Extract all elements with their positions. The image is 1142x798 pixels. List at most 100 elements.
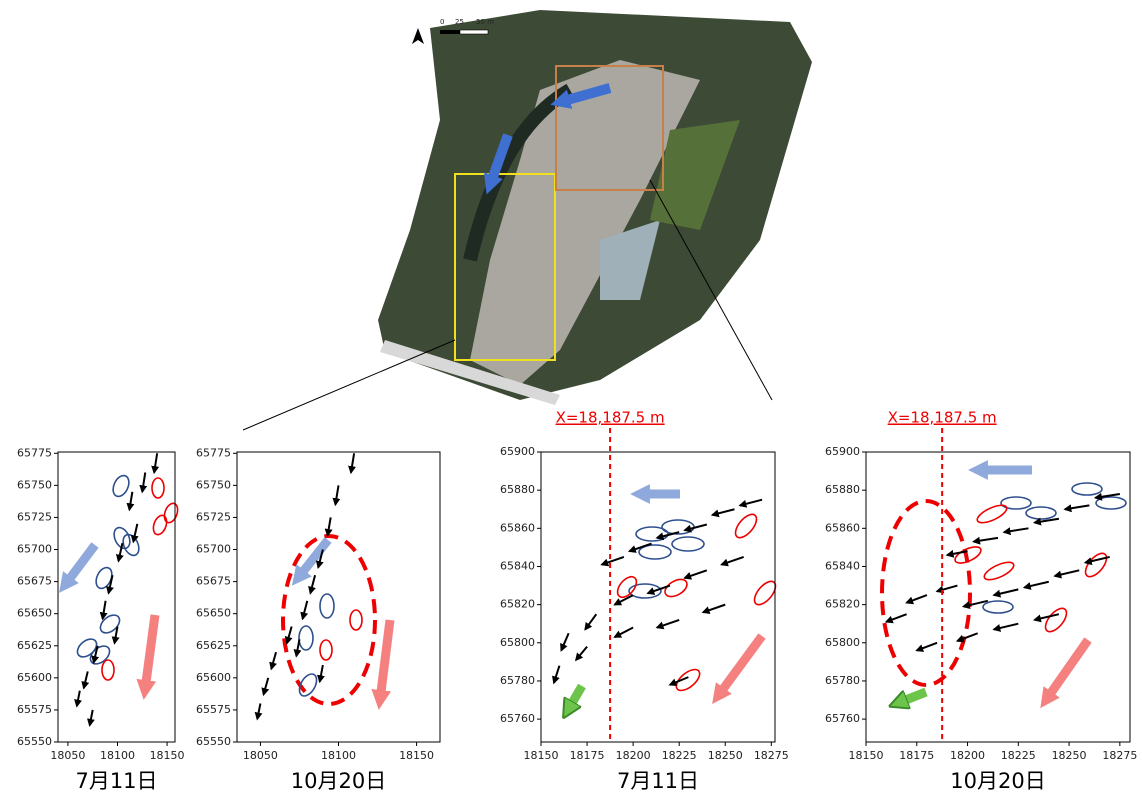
- y-tick-label: 65860: [825, 521, 860, 534]
- y-tick-label: 65780: [825, 674, 860, 687]
- x-tick-label: 18200: [950, 749, 985, 762]
- y-tick-label: 65775: [196, 446, 231, 459]
- velocity-vector: [576, 647, 587, 660]
- y-tick-label: 65880: [825, 483, 860, 496]
- velocity-vector: [84, 671, 88, 688]
- velocity-vector: [77, 691, 80, 706]
- y-tick-label: 65575: [196, 703, 231, 716]
- velocity-vector: [994, 589, 1018, 595]
- velocity-vector: [351, 453, 354, 472]
- velocity-vector: [142, 473, 145, 492]
- y-tick-label: 65800: [500, 636, 535, 649]
- panel-caption: 10月20日: [291, 769, 386, 793]
- y-tick-label: 65900: [500, 445, 535, 458]
- scale-label: 0: [440, 18, 444, 26]
- velocity-vector: [296, 639, 299, 656]
- velocity-vector: [320, 665, 323, 682]
- x-tick-label: 18100: [321, 749, 356, 762]
- y-tick-label: 65760: [500, 712, 535, 725]
- y-tick-label: 65775: [17, 446, 52, 459]
- velocity-vector: [937, 586, 957, 592]
- velocity-vector: [310, 575, 315, 593]
- velocity-vector: [1004, 528, 1028, 532]
- velocity-vector: [740, 500, 762, 506]
- x-tick-label: 18150: [524, 749, 559, 762]
- velocity-vector: [685, 570, 707, 578]
- y-tick-label: 65700: [17, 543, 52, 556]
- velocity-vector: [722, 557, 744, 565]
- x-tick-label: 18050: [243, 749, 278, 762]
- velocity-vector: [585, 614, 596, 629]
- x-tick-label: 18225: [662, 749, 697, 762]
- y-tick-label: 65750: [196, 478, 231, 491]
- x-tick-label: 18200: [616, 749, 651, 762]
- y-tick-label: 65760: [825, 712, 860, 725]
- x-tick-label: 18150: [849, 749, 884, 762]
- x-tick-label: 18250: [708, 749, 743, 762]
- velocity-vector: [271, 652, 276, 669]
- reference-label: X=18,187.5 m: [888, 409, 997, 427]
- y-tick-label: 65780: [500, 674, 535, 687]
- y-tick-label: 65675: [196, 575, 231, 588]
- scale-label: 50 m: [476, 18, 494, 26]
- panel-caption: 7月11日: [617, 769, 699, 793]
- y-tick-label: 65650: [196, 607, 231, 620]
- velocity-vector: [103, 601, 106, 619]
- y-tick-label: 65820: [825, 598, 860, 611]
- scale-label: 25: [455, 18, 464, 26]
- page: 0 25 50 m: [0, 0, 1142, 798]
- y-tick-label: 65725: [196, 510, 231, 523]
- velocity-vector: [703, 605, 725, 613]
- velocity-vector: [561, 633, 568, 650]
- y-tick-label: 65880: [500, 483, 535, 496]
- y-tick-label: 65625: [17, 639, 52, 652]
- figure: 0 25 50 m: [0, 0, 1142, 798]
- velocity-vector: [257, 704, 260, 719]
- velocity-vector: [264, 678, 269, 695]
- velocity-vector: [328, 517, 331, 535]
- velocity-vector: [957, 633, 977, 641]
- y-tick-label: 65840: [500, 559, 535, 572]
- velocity-vector: [712, 509, 734, 515]
- velocity-vector: [886, 614, 906, 622]
- velocity-vector: [154, 453, 157, 472]
- velocity-vector: [974, 538, 998, 542]
- y-tick-label: 65800: [825, 636, 860, 649]
- y-tick-label: 65550: [196, 735, 231, 748]
- velocity-vector: [303, 601, 308, 619]
- velocity-vector: [129, 492, 132, 510]
- velocity-vector: [1055, 570, 1079, 576]
- x-tick-label: 18175: [899, 749, 934, 762]
- velocity-vector: [657, 620, 679, 628]
- x-tick-label: 18250: [1052, 749, 1087, 762]
- panel-caption: 10月20日: [950, 769, 1045, 793]
- x-tick-label: 18100: [100, 749, 135, 762]
- y-tick-label: 65550: [17, 735, 52, 748]
- velocity-vector: [554, 666, 560, 683]
- plot-frame: [237, 452, 440, 742]
- y-tick-label: 65675: [17, 575, 52, 588]
- y-tick-label: 65725: [17, 510, 52, 523]
- velocity-vector: [90, 710, 93, 725]
- velocity-vector: [602, 557, 624, 565]
- velocity-vector: [994, 624, 1018, 630]
- velocity-vector: [917, 643, 937, 651]
- y-tick-label: 65650: [17, 607, 52, 620]
- velocity-vector: [1024, 582, 1048, 588]
- y-tick-label: 65600: [196, 671, 231, 684]
- velocity-vector: [1065, 505, 1089, 509]
- y-tick-label: 65700: [196, 543, 231, 556]
- x-tick-label: 18050: [50, 749, 85, 762]
- x-tick-label: 18175: [570, 749, 605, 762]
- y-tick-label: 65900: [825, 445, 860, 458]
- highlight-markers: [74, 473, 1126, 704]
- panel-caption: 7月11日: [75, 769, 157, 793]
- velocity-vector: [287, 627, 292, 644]
- reference-label: X=18,187.5 m: [556, 409, 665, 427]
- aerial-image: [243, 10, 812, 430]
- y-tick-label: 65860: [500, 521, 535, 534]
- y-tick-label: 65820: [500, 598, 535, 611]
- velocity-vector: [335, 485, 338, 504]
- y-tick-label: 65575: [17, 703, 52, 716]
- y-tick-label: 65625: [196, 639, 231, 652]
